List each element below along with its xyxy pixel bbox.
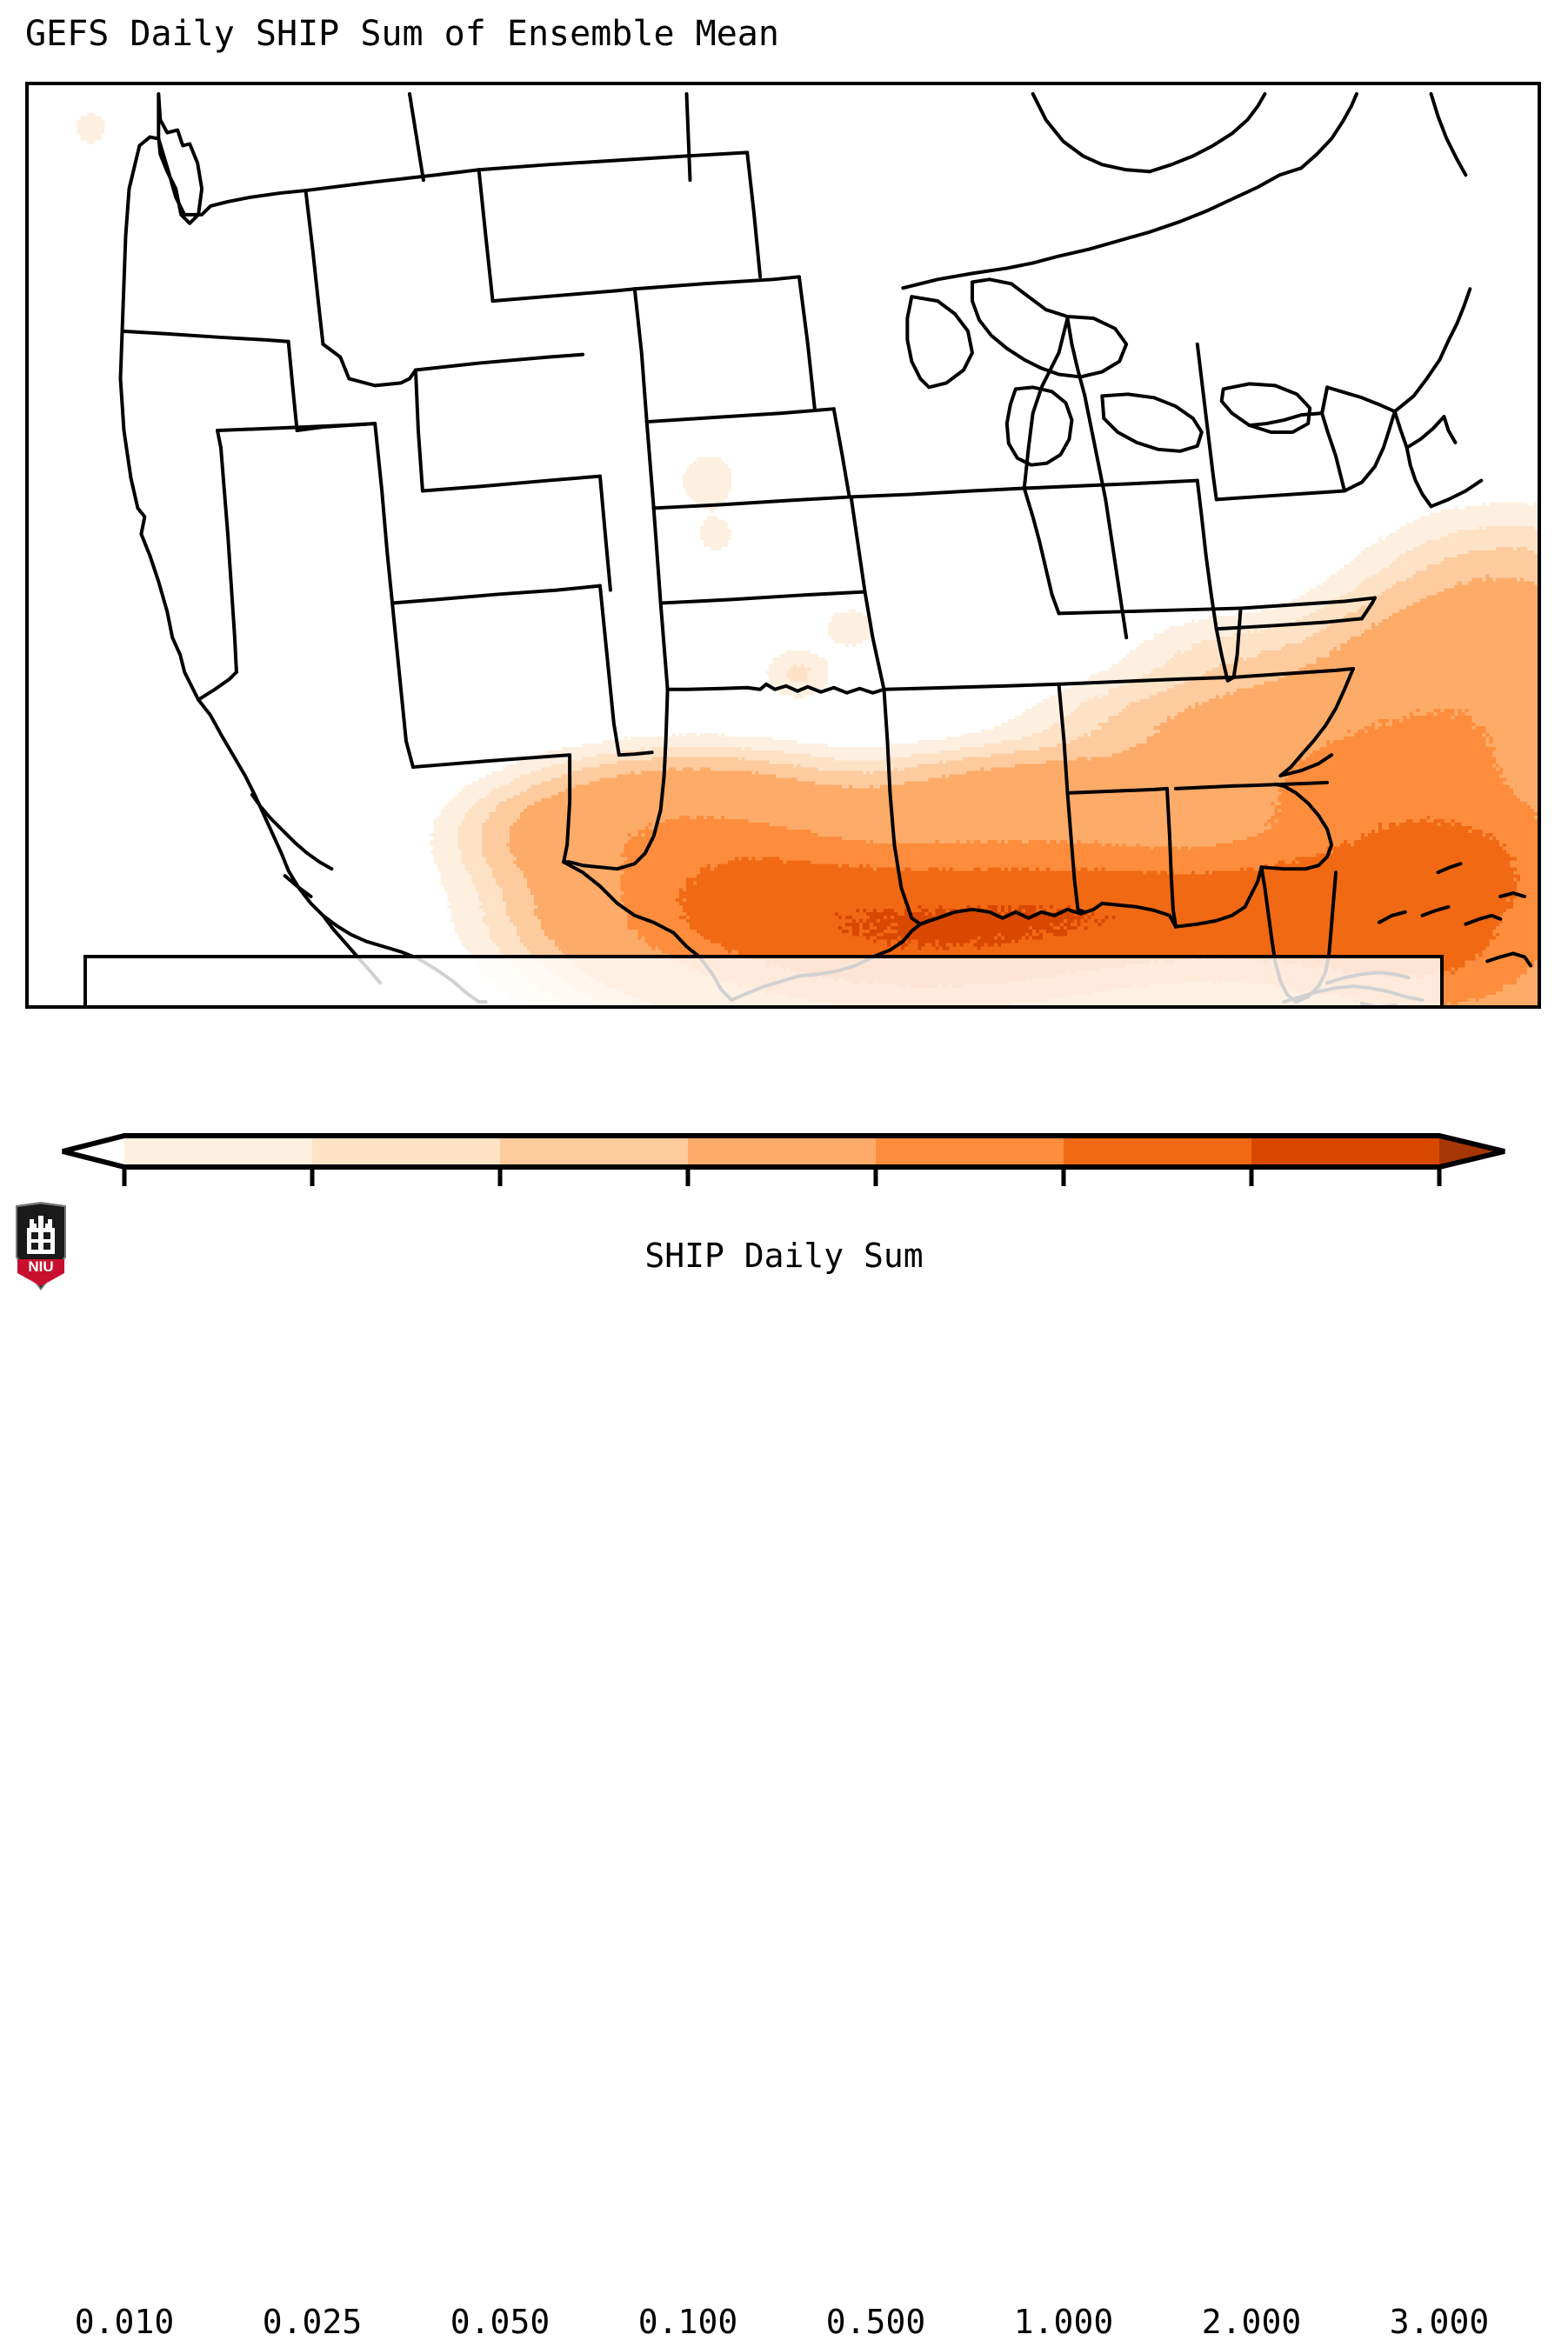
- colorbar-tick-label: 0.500: [825, 2303, 926, 2341]
- colorbar-panel: 0.010 0.025 0.050 0.100 0.500 1.000 2.000 3.000: [0, 1122, 1568, 2341]
- colorbar-band: [124, 1136, 313, 1167]
- colorbar-axis-label: SHIP Daily Sum: [644, 1237, 924, 1275]
- colorbar-tick-label: 2.000: [1201, 2303, 1302, 2341]
- map-inner: Valid: 2026-02-19 12:00 UTC to 2026-02-2…: [29, 85, 1538, 1005]
- map-panel: Valid: 2026-02-19 12:00 UTC to 2026-02-2…: [25, 82, 1541, 1009]
- geography-layer: [29, 85, 1538, 1005]
- colorbar-band: [1251, 1136, 1440, 1167]
- colorbar-tick-label: 1.000: [1013, 2303, 1114, 2341]
- colorbar-tick-label: 0.050: [450, 2303, 550, 2341]
- colorbar-under-arrow: [63, 1136, 124, 1167]
- political-boundaries: [118, 91, 1533, 1005]
- colorbar-bands: [63, 1136, 1505, 1167]
- colorbar-band: [1064, 1136, 1252, 1167]
- colorbar-ticks: [122, 1167, 1442, 1186]
- state-borders-svg: [118, 91, 1533, 1005]
- colorbar-svg: [62, 1133, 1505, 1186]
- colorbar-band: [500, 1136, 689, 1167]
- colorbar-tick-label: 0.100: [637, 2303, 738, 2341]
- colorbar-band: [312, 1136, 501, 1167]
- valid-run-info-box: Valid: 2026-02-19 12:00 UTC to 2026-02-2…: [83, 955, 1444, 1005]
- page-title: GEFS Daily SHIP Sum of Ensemble Mean: [25, 14, 779, 54]
- colorbar-over-arrow: [1439, 1136, 1505, 1167]
- niu-logo-text: NIU: [28, 1258, 53, 1275]
- colorbar-tick-label: 0.025: [262, 2303, 363, 2341]
- colorbar-band: [688, 1136, 877, 1167]
- colorbar-band: [876, 1136, 1064, 1167]
- colorbar-tick-label: 3.000: [1389, 2303, 1490, 2341]
- niu-logo: NIU: [16, 1202, 66, 1291]
- colorbar-tick-label: 0.010: [74, 2303, 175, 2341]
